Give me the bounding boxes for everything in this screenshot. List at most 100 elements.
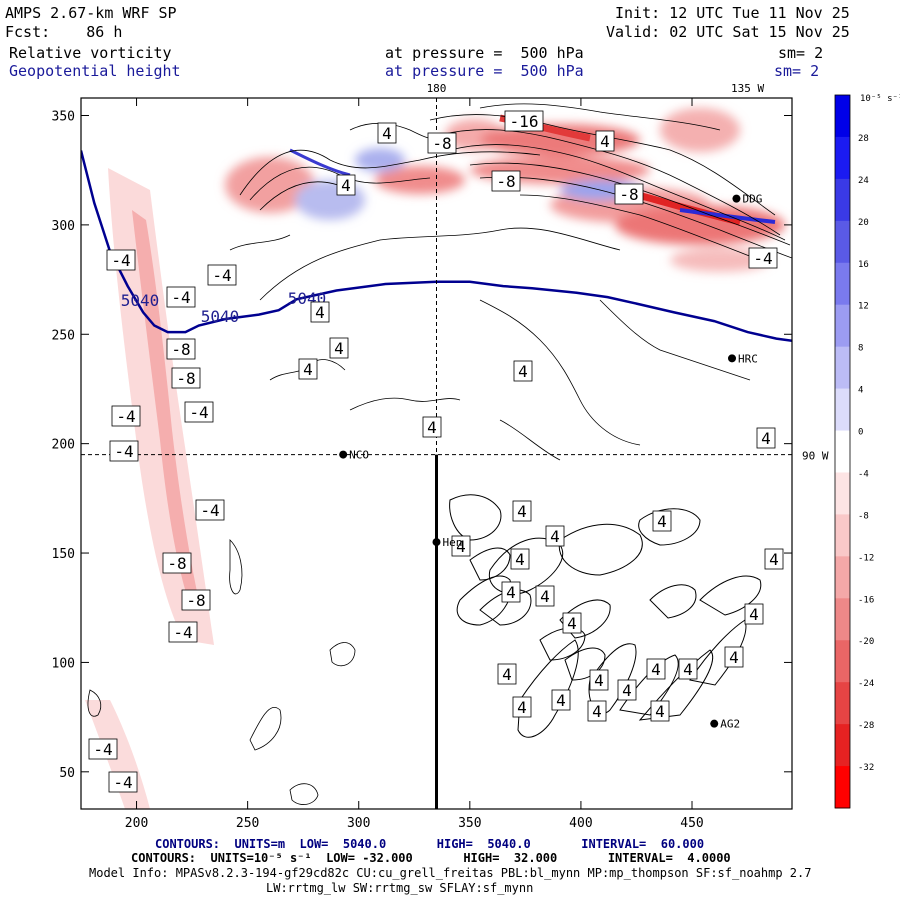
contour-label-box bbox=[545, 525, 565, 547]
contour-label-text: 4 bbox=[427, 418, 437, 437]
contour-label-text: 4 bbox=[749, 605, 759, 624]
contour-label: 4 bbox=[336, 174, 356, 196]
contour-label-text: 4 bbox=[550, 527, 560, 546]
contour-label-text: -4 bbox=[173, 623, 192, 642]
contour-label: -8 bbox=[171, 367, 201, 389]
forecast-hour: Fcst: 86 h bbox=[5, 23, 123, 41]
colorbar-label: 0 bbox=[858, 428, 863, 438]
colorbar: 28 24 20 16 12 8 4 0 -4 -8 -12 -16 -20 -24 -28 -32 bbox=[834, 94, 874, 809]
colorbar-label: -32 bbox=[858, 763, 874, 773]
contour-label: 4 bbox=[678, 658, 698, 680]
init-time: Init: 12 UTC Tue 11 Nov 25 bbox=[615, 4, 850, 22]
contour-label: -4 bbox=[166, 286, 196, 308]
contour-label: -4 bbox=[168, 621, 198, 643]
contour-label: -16 bbox=[504, 110, 544, 132]
contour-label: -8 bbox=[491, 170, 521, 192]
contour-label-text: 4 bbox=[657, 512, 667, 531]
contour-label: 4 bbox=[589, 669, 609, 691]
model-info: Model Info: MPASv8.2.3-194-gf29cd82c CU:… bbox=[89, 866, 812, 880]
pressure-level-height: at pressure = 500 hPa bbox=[385, 62, 584, 80]
x-tick-label: 350 bbox=[458, 816, 481, 831]
contour-label-text: -8 bbox=[186, 591, 205, 610]
contour-label: -4 bbox=[109, 440, 139, 462]
contour-label: -4 bbox=[106, 249, 136, 271]
colorbar-label: 16 bbox=[858, 260, 869, 270]
contour-label-text: -8 bbox=[176, 369, 195, 388]
colorbar-segment bbox=[835, 556, 850, 599]
contour-label: -4 bbox=[748, 247, 778, 269]
contour-label-text: -4 bbox=[116, 407, 135, 426]
contour-label-box bbox=[678, 658, 698, 680]
height-contour-label: 5040 bbox=[121, 291, 160, 310]
contour-label-box bbox=[646, 658, 666, 680]
contour-label: -8 bbox=[162, 552, 192, 574]
contour-label: 4 bbox=[562, 612, 582, 634]
top-axis-labels: 180 135 W bbox=[427, 82, 765, 95]
station-dot bbox=[732, 194, 741, 203]
contour-label-box bbox=[166, 286, 196, 308]
contour-label-text: -8 bbox=[619, 185, 638, 204]
y-tick-label: 300 bbox=[52, 219, 75, 234]
contour-label-box bbox=[162, 552, 192, 574]
contour-label-box bbox=[652, 510, 672, 532]
contour-label: -4 bbox=[195, 499, 225, 521]
contour-label: 4 bbox=[652, 510, 672, 532]
valid-time: Valid: 02 UTC Sat 15 Nov 25 bbox=[606, 23, 850, 41]
colorbar-segment bbox=[835, 304, 850, 348]
contour-label-box bbox=[377, 122, 397, 144]
contour-label-text: -4 bbox=[200, 501, 219, 520]
contour-label-box bbox=[491, 170, 521, 192]
colorbar-segment bbox=[835, 220, 850, 264]
contour-label-text: 4 bbox=[303, 360, 313, 379]
jet-shading bbox=[225, 108, 785, 272]
contour-label: 4 bbox=[513, 360, 533, 382]
contour-label-text: 4 bbox=[518, 362, 528, 381]
neg-vorticity-core-west bbox=[132, 210, 200, 610]
contour-label-box bbox=[497, 663, 517, 685]
contour-label: 4 bbox=[451, 535, 471, 557]
contour-label: 4 bbox=[510, 548, 530, 570]
contour-label-text: -4 bbox=[111, 251, 130, 270]
contour-label: 4 bbox=[310, 301, 330, 323]
contour-label-text: -4 bbox=[189, 403, 208, 422]
contour-label-text: 4 bbox=[341, 176, 351, 195]
contour-label-text: -4 bbox=[93, 740, 112, 759]
colorbar-segment bbox=[835, 472, 850, 515]
colorbar-label: -28 bbox=[858, 721, 874, 731]
field-name-height: Geopotential height bbox=[9, 62, 181, 80]
contour-label: -4 bbox=[111, 405, 141, 427]
contour-label-text: 4 bbox=[382, 124, 392, 143]
colorbar-label: -20 bbox=[858, 637, 874, 647]
contour-label-box bbox=[329, 337, 349, 359]
contour-label-box bbox=[512, 696, 532, 718]
contour-label-box bbox=[207, 264, 237, 286]
station-label: NCO bbox=[349, 449, 369, 462]
station-label: DDG bbox=[742, 193, 762, 206]
contour-label: -8 bbox=[181, 589, 211, 611]
contour-label-box bbox=[724, 646, 744, 668]
contour-label-text: 4 bbox=[729, 648, 739, 667]
colorbar-segment bbox=[835, 136, 850, 180]
contour-label: 4 bbox=[298, 358, 318, 380]
contour-label: 4 bbox=[535, 585, 555, 607]
contour-label-text: 4 bbox=[592, 702, 602, 721]
contour-label-box bbox=[109, 440, 139, 462]
height-contour-info: CONTOURS: UNITS=m LOW= 5040.0 HIGH= 5040… bbox=[155, 837, 705, 851]
contour-label-text: 4 bbox=[761, 429, 771, 448]
contour-label-text: 4 bbox=[502, 665, 512, 684]
y-tick-label: 50 bbox=[59, 766, 75, 781]
colorbar-label: -8 bbox=[858, 511, 869, 521]
contour-label: 4 bbox=[744, 603, 764, 625]
contour-label-box bbox=[171, 367, 201, 389]
contour-label: -4 bbox=[88, 738, 118, 760]
colorbar-segment bbox=[835, 262, 850, 306]
top-axis-label: 180 bbox=[427, 82, 447, 95]
contour-label-text: -8 bbox=[167, 554, 186, 573]
colorbar-segment bbox=[835, 640, 850, 683]
contour-label: -8 bbox=[166, 338, 196, 360]
y-tick-label: 150 bbox=[52, 547, 75, 562]
contour-label: 4 bbox=[329, 337, 349, 359]
station-label: Hen bbox=[443, 536, 463, 549]
station-dot bbox=[710, 719, 719, 728]
